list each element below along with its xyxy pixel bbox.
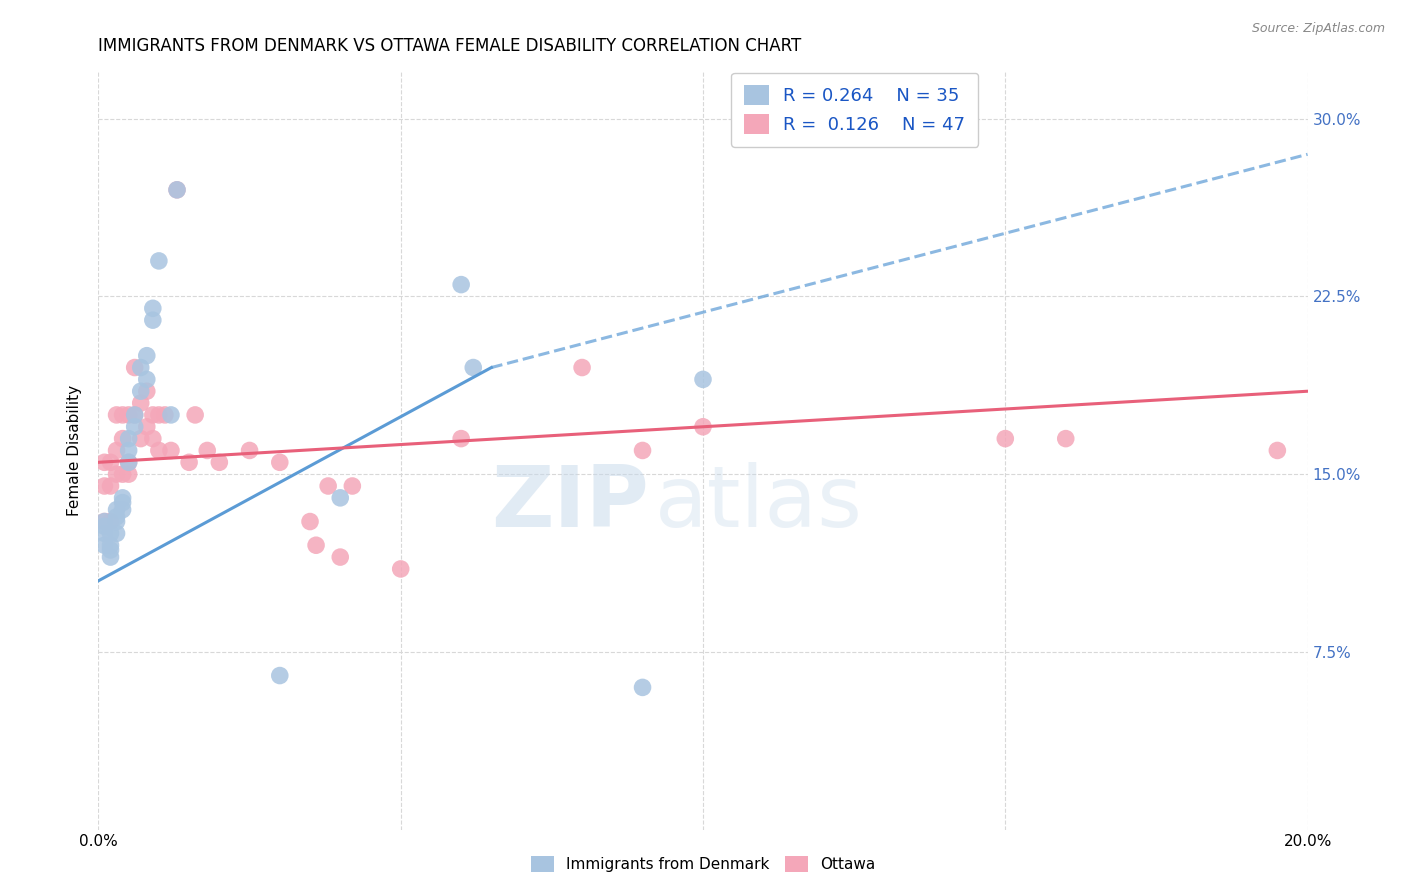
Point <box>100 543 122 558</box>
Point <box>129 396 152 410</box>
Point <box>142 313 165 327</box>
Point <box>160 408 183 422</box>
Point <box>389 562 412 576</box>
Point <box>100 526 122 541</box>
Point <box>142 408 165 422</box>
Point <box>692 419 714 434</box>
Point <box>105 526 128 541</box>
Point <box>124 419 146 434</box>
Point <box>105 467 128 482</box>
Point <box>93 515 115 529</box>
Point <box>118 432 141 446</box>
Point <box>118 408 141 422</box>
Point <box>124 408 146 422</box>
Point <box>93 479 115 493</box>
Point <box>571 360 593 375</box>
Point <box>142 432 165 446</box>
Legend: R = 0.264    N = 35, R =  0.126    N = 47: R = 0.264 N = 35, R = 0.126 N = 47 <box>731 73 979 147</box>
Point <box>305 538 328 552</box>
Text: ZIP: ZIP <box>491 462 648 545</box>
Point <box>105 408 128 422</box>
Point <box>463 360 485 375</box>
Point <box>208 455 231 469</box>
Point <box>342 479 364 493</box>
Point <box>631 681 654 695</box>
Point <box>994 432 1017 446</box>
Point <box>160 443 183 458</box>
Point <box>111 467 134 482</box>
Point <box>100 550 122 565</box>
Point <box>100 515 122 529</box>
Point <box>166 183 188 197</box>
Text: IMMIGRANTS FROM DENMARK VS OTTAWA FEMALE DISABILITY CORRELATION CHART: IMMIGRANTS FROM DENMARK VS OTTAWA FEMALE… <box>98 37 801 54</box>
Point <box>111 495 134 509</box>
Point <box>148 254 170 268</box>
Point <box>93 519 115 533</box>
Point <box>1267 443 1289 458</box>
Point <box>105 515 128 529</box>
Point <box>1054 432 1077 446</box>
Point <box>93 526 115 541</box>
Point <box>692 372 714 386</box>
Point <box>153 408 176 422</box>
Point <box>111 408 134 422</box>
Point <box>111 502 134 516</box>
Point <box>93 515 115 529</box>
Point <box>135 372 157 386</box>
Text: atlas: atlas <box>655 462 863 545</box>
Point <box>195 443 218 458</box>
Point <box>93 455 115 469</box>
Point <box>142 301 165 316</box>
Point <box>100 479 122 493</box>
Point <box>184 408 207 422</box>
Point <box>118 443 141 458</box>
Point <box>93 538 115 552</box>
Point <box>450 432 472 446</box>
Point <box>124 360 146 375</box>
Point <box>631 443 654 458</box>
Point <box>129 432 152 446</box>
Point <box>111 432 134 446</box>
Point <box>135 384 157 399</box>
Point <box>129 384 152 399</box>
Point <box>166 183 188 197</box>
Point <box>299 515 322 529</box>
Text: Source: ZipAtlas.com: Source: ZipAtlas.com <box>1251 22 1385 36</box>
Point <box>124 408 146 422</box>
Point <box>135 419 157 434</box>
Point <box>105 443 128 458</box>
Point <box>105 509 128 524</box>
Point <box>100 455 122 469</box>
Point <box>329 550 352 565</box>
Point <box>118 467 141 482</box>
Point <box>100 538 122 552</box>
Point <box>316 479 339 493</box>
Point <box>118 455 141 469</box>
Point <box>105 502 128 516</box>
Point <box>329 491 352 505</box>
Point <box>148 443 170 458</box>
Point <box>269 668 291 682</box>
Point <box>239 443 262 458</box>
Point <box>135 349 157 363</box>
Point <box>118 455 141 469</box>
Point <box>450 277 472 292</box>
Point <box>269 455 291 469</box>
Point <box>179 455 201 469</box>
Legend: Immigrants from Denmark, Ottawa: Immigrants from Denmark, Ottawa <box>523 848 883 880</box>
Point <box>129 360 152 375</box>
Point <box>111 491 134 505</box>
Point <box>148 408 170 422</box>
Y-axis label: Female Disability: Female Disability <box>67 384 83 516</box>
